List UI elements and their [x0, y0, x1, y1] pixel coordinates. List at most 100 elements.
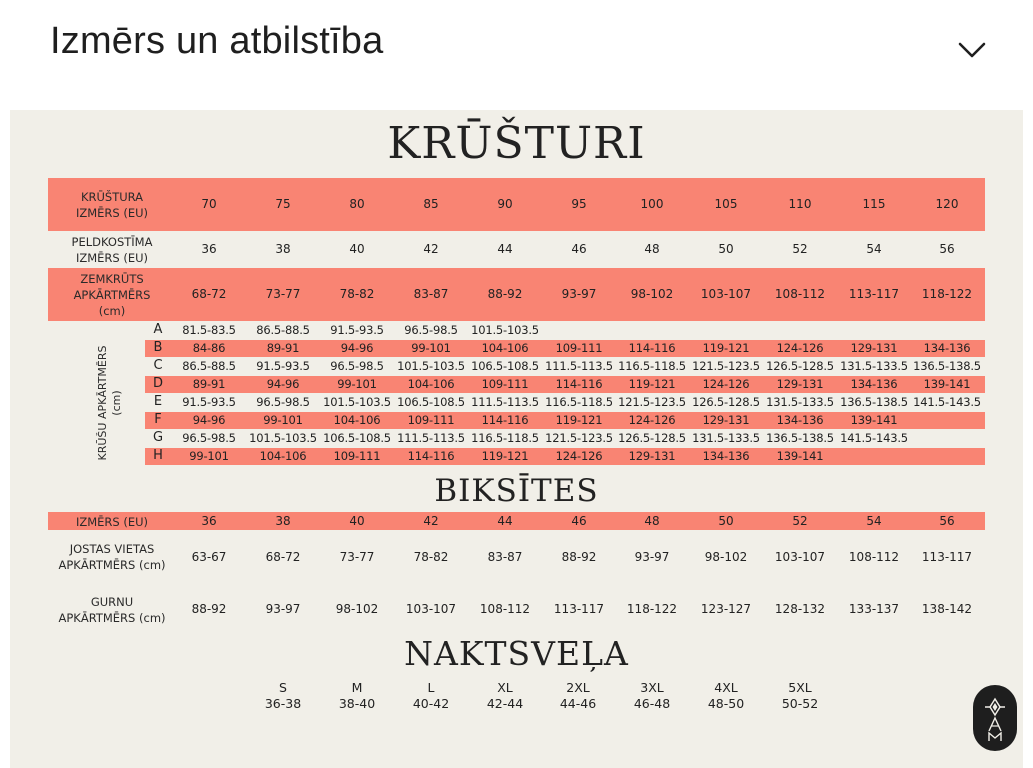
cup-letter: B: [153, 340, 163, 355]
bust-cell: 124-126: [628, 413, 676, 427]
bust-cell: 94-96: [192, 413, 226, 427]
bust-cell: 84-86: [192, 341, 226, 355]
bust-cell: 106.5-108.5: [471, 359, 539, 373]
brief-size-cell: 52: [792, 514, 808, 528]
waist-cell: 88-92: [561, 550, 597, 564]
nightwear-size-label: S: [279, 680, 287, 695]
swim-size-cell: 38: [275, 242, 291, 256]
bust-cell: 99-101: [411, 341, 451, 355]
bust-cell: 116.5-118.5: [618, 359, 686, 373]
swim-size-cell: 50: [718, 242, 734, 256]
chevron-down-icon[interactable]: [956, 36, 988, 64]
bust-cell: 89-91: [266, 341, 300, 355]
bust-cell: 139-141: [776, 449, 824, 463]
bust-cell: 86.5-88.5: [256, 323, 310, 337]
band-bra-size: [48, 178, 985, 231]
bust-cell: 109-111: [555, 341, 603, 355]
bust-label: KRŪŠU APKĀRTMĒRS (cm): [96, 345, 123, 461]
hip-cell: 128-132: [774, 602, 826, 616]
bust-cell: 89-91: [192, 377, 226, 391]
bra-size-cell: 105: [714, 197, 738, 211]
bust-cell: 114-116: [407, 449, 455, 463]
swim-size-label: PELDKOSTĪMA IZMĒRS (EU): [71, 235, 153, 265]
bust-cell: 134-136: [923, 341, 971, 355]
bust-cell: 141.5-143.5: [913, 395, 981, 409]
waist-cell: 78-82: [413, 550, 449, 564]
cup-letter: C: [153, 358, 163, 373]
band-brief-size: [48, 512, 985, 530]
bust-cell: 119-121: [702, 341, 750, 355]
waist-cell: 93-97: [634, 550, 670, 564]
hip-cell: 93-97: [265, 602, 301, 616]
swim-size-cell: 46: [571, 242, 587, 256]
swim-size-cell: 42: [423, 242, 439, 256]
bust-cell: 106.5-108.5: [397, 395, 465, 409]
hip-cell: 123-127: [700, 602, 752, 616]
brief-size-cell: 38: [275, 514, 291, 528]
brief-size-cell: 50: [718, 514, 734, 528]
nightwear-size-range: 38-40: [338, 696, 376, 711]
bust-cell: 124-126: [555, 449, 603, 463]
brief-size-label: IZMĒRS (EU): [75, 515, 149, 529]
bust-cell: 136.5-138.5: [840, 395, 908, 409]
underbust-cell: 68-72: [191, 287, 227, 301]
bust-cell: 96.5-98.5: [256, 395, 310, 409]
brand-logo-icon: [985, 697, 1005, 741]
bust-cell: 104-106: [407, 377, 455, 391]
bust-cell: 101.5-103.5: [471, 323, 539, 337]
underbust-cell: 103-107: [700, 287, 752, 301]
bust-cell: 94-96: [340, 341, 374, 355]
bust-cell: 139-141: [923, 377, 971, 391]
bra-size-cell: 115: [862, 197, 886, 211]
bust-cell: 101.5-103.5: [323, 395, 391, 409]
nightwear-size-label: L: [427, 680, 435, 695]
brand-badge[interactable]: [973, 685, 1017, 751]
bust-cell: 91.5-93.5: [182, 395, 236, 409]
bust-cell: 104-106: [259, 449, 307, 463]
bra-size-cell: 85: [423, 197, 439, 211]
cup-letter: F: [154, 412, 162, 427]
cup-letter: D: [152, 376, 163, 391]
bust-cell: 131.5-133.5: [766, 395, 834, 409]
nightwear-size-label: 4XL: [714, 680, 738, 695]
nightwear-size-range: 48-50: [707, 696, 745, 711]
bust-cell: 101.5-103.5: [397, 359, 465, 373]
waist-label: JOSTAS VIETAS APKĀRTMĒRS (cm): [58, 542, 166, 572]
swim-size-cell: 36: [201, 242, 217, 256]
bust-cell: 129-131: [776, 377, 824, 391]
bust-cell: 96.5-98.5: [182, 431, 236, 445]
swim-size-cell: 40: [349, 242, 365, 256]
bust-cell: 129-131: [628, 449, 676, 463]
underbust-cell: 83-87: [413, 287, 449, 301]
underbust-cell: 108-112: [774, 287, 826, 301]
nightwear-size-label: 3XL: [640, 680, 664, 695]
brief-size-cell: 54: [866, 514, 882, 528]
bust-cell: 126.5-128.5: [766, 359, 834, 373]
bust-cell: 99-101: [189, 449, 229, 463]
bust-cell: 114-116: [555, 377, 603, 391]
bust-cell: 111.5-113.5: [397, 431, 465, 445]
bust-cell: 119-121: [628, 377, 676, 391]
waist-cell: 98-102: [704, 550, 748, 564]
nightwear-size-label: 5XL: [788, 680, 812, 695]
waist-cell: 108-112: [848, 550, 900, 564]
swim-size-cell: 56: [939, 242, 955, 256]
bust-cell: 129-131: [702, 413, 750, 427]
bras-title: KRŪŠTURI: [387, 118, 646, 169]
hip-cell: 103-107: [405, 602, 457, 616]
bust-cell: 116.5-118.5: [471, 431, 539, 445]
bust-cell: 96.5-98.5: [404, 323, 458, 337]
bust-cell: 126.5-128.5: [618, 431, 686, 445]
nightwear-size-label: XL: [497, 680, 513, 695]
hip-cell: 138-142: [921, 602, 973, 616]
bust-cell: 119-121: [481, 449, 529, 463]
bust-cell: 134-136: [850, 377, 898, 391]
swim-size-cell: 52: [792, 242, 808, 256]
hip-label: GURNU APKĀRTMĒRS (cm): [58, 595, 166, 625]
nightwear-title: NAKTSVEĻA: [404, 634, 629, 673]
underbust-cell: 118-122: [921, 287, 973, 301]
bust-cell: 96.5-98.5: [330, 359, 384, 373]
underbust-cell: 88-92: [487, 287, 523, 301]
accordion-header[interactable]: Izmērs un atbilstība: [0, 0, 1033, 110]
bust-cell: 124-126: [776, 341, 824, 355]
